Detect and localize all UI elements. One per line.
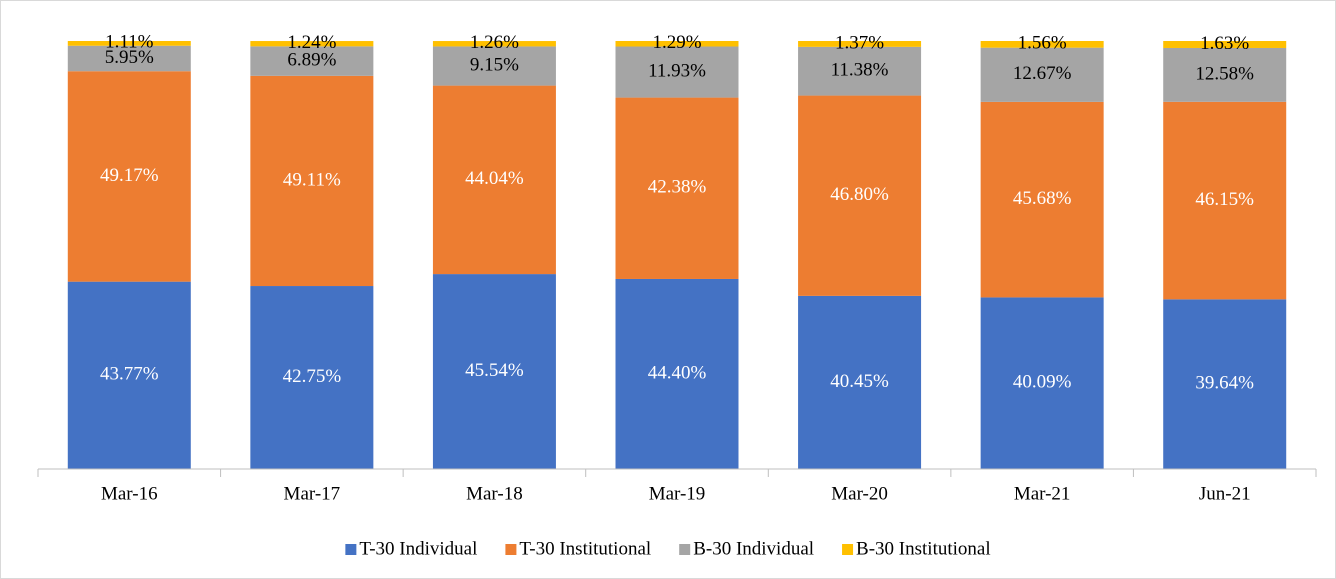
x-tick-label: Mar-20 [831,483,888,504]
bar-segment [67,71,191,282]
bar-segment [67,41,191,46]
bar-segment [798,41,922,47]
x-tick-label: Mar-17 [284,483,341,504]
bar-segment [250,41,374,47]
bar-segment [798,95,922,296]
value-label: 1.11% [105,32,154,53]
bar-segment [1163,41,1287,48]
legend-label: T-30 Institutional [519,538,651,559]
value-label: 46.80% [830,184,889,205]
x-tick-label: Mar-16 [101,483,158,504]
value-label: 45.54% [465,360,524,381]
legend-swatch [679,544,691,555]
value-label: 1.29% [652,32,701,53]
bar-segment [67,45,191,72]
legend-label: T-30 Individual [359,538,477,559]
bar-segment [615,46,739,98]
legend-swatch [345,544,357,555]
legend-label: B-30 Individual [693,538,814,559]
value-label: 11.93% [648,60,706,81]
bar-segment [432,85,556,275]
value-label: 1.56% [1018,33,1067,54]
value-label: 12.58% [1195,63,1254,84]
bar-segment [250,75,374,287]
value-label: 1.63% [1200,33,1249,54]
value-label: 9.15% [470,54,519,75]
bar-segment [980,41,1104,48]
bar-segment [432,41,556,47]
bar-segment [1163,101,1287,300]
value-label: 49.17% [100,165,159,186]
x-tick-label: Mar-21 [1014,483,1071,504]
bar-segment [798,295,922,469]
value-label: 5.95% [105,47,154,68]
value-label: 45.68% [1013,188,1072,209]
bar-segment [615,278,739,469]
value-label: 46.15% [1195,189,1254,210]
value-label: 39.64% [1195,373,1254,394]
bar-segment [980,297,1104,469]
value-label: 42.38% [648,177,707,198]
value-label: 1.26% [470,32,519,53]
x-tick-label: Jun-21 [1199,483,1251,504]
bar-segment [980,47,1104,102]
value-label: 40.09% [1013,372,1072,393]
bar-segment [615,41,739,47]
value-label: 44.04% [465,168,524,189]
legend-swatch [505,544,517,555]
value-label: 43.77% [100,364,159,385]
x-tick-label: Mar-19 [649,483,706,504]
value-label: 40.45% [830,371,889,392]
value-label: 1.24% [287,32,336,53]
bar-segment [798,46,922,96]
value-label: 49.11% [283,169,341,190]
bar-segment [432,46,556,86]
bar-segment [1163,299,1287,469]
bar-segment [250,46,374,76]
bar-segment [250,286,374,469]
value-label: 42.75% [283,366,342,387]
value-label: 12.67% [1013,63,1072,84]
value-label: 6.89% [287,49,336,70]
legend-swatch [842,544,854,555]
bar-segment [67,281,191,469]
bar-segment [980,101,1104,298]
value-label: 11.38% [831,60,889,81]
legend-label: B-30 Institutional [856,538,991,559]
bar-segment [432,274,556,469]
bar-segment [615,97,739,279]
value-label: 1.37% [835,32,884,53]
value-label: 44.40% [648,362,707,383]
bar-segment [1163,47,1287,102]
x-tick-label: Mar-18 [466,483,523,504]
